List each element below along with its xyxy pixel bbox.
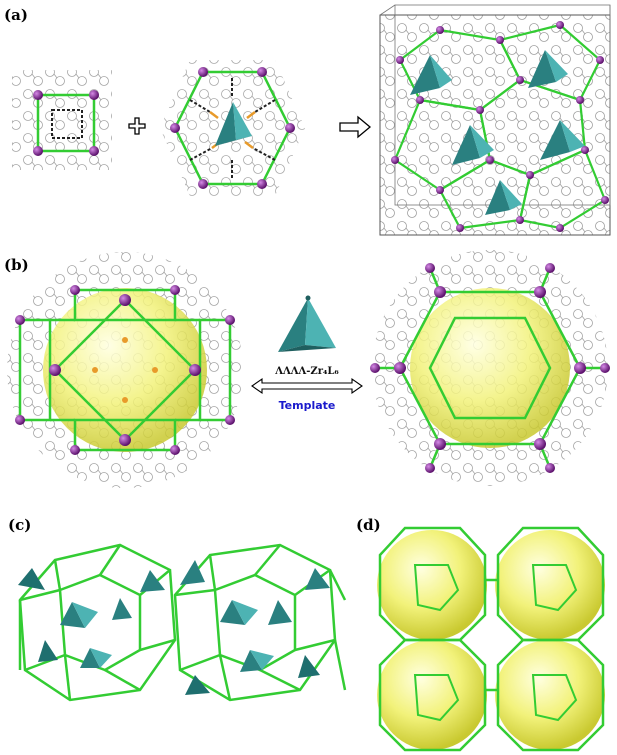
small-cage — [12, 70, 112, 170]
panel-b-label: (b) — [4, 256, 29, 274]
cage-hexagonal-with-sphere — [370, 250, 610, 486]
template-tetrahedron — [278, 296, 336, 353]
panel-c-label: (c) — [8, 516, 31, 534]
panel-c: (c) — [8, 516, 345, 700]
panel-d-label: (d) — [356, 516, 381, 534]
panel-a: (a) — [4, 5, 610, 235]
double-arrow-icon — [252, 379, 362, 393]
crystal-packing-box — [380, 5, 610, 235]
plus-icon — [129, 118, 145, 134]
template-label: Template — [279, 399, 336, 412]
cage-cubic-with-sphere — [7, 252, 243, 488]
right-arrow-icon — [340, 117, 370, 137]
panel-d: (d) — [356, 516, 605, 750]
zr4l6-label: ΛΛΛΛ-Zr₄L₆ — [274, 366, 339, 377]
panel-b: (b) — [4, 250, 610, 488]
panel-a-label: (a) — [4, 6, 28, 24]
host-cage-with-guest — [160, 60, 305, 196]
